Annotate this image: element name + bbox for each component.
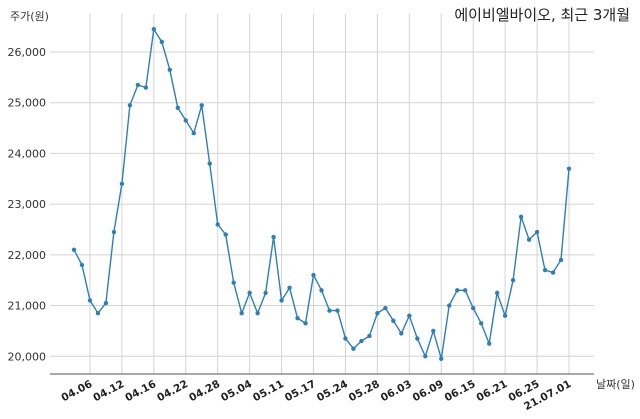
chart-title: 에이비엘바이오, 최근 3개월 xyxy=(454,6,630,24)
price-point xyxy=(335,308,340,313)
price-point xyxy=(79,262,85,268)
price-point xyxy=(367,333,372,339)
x-tick-label: 04.16 xyxy=(123,378,158,404)
price-point xyxy=(167,67,173,72)
price-point xyxy=(534,229,540,235)
price-point xyxy=(183,118,188,123)
price-point xyxy=(303,321,308,326)
price-point xyxy=(127,103,133,108)
price-point xyxy=(247,290,252,296)
y-axis-label: 주가(원) xyxy=(10,10,49,23)
x-tick-label: 04.28 xyxy=(187,378,222,404)
price-point xyxy=(399,331,404,336)
price-point xyxy=(87,298,93,303)
price-point xyxy=(327,308,332,313)
y-tick-label: 20,000 xyxy=(8,350,47,363)
y-tick-label: 21,000 xyxy=(8,300,47,313)
price-point xyxy=(271,234,276,240)
price-point xyxy=(95,310,101,316)
x-tick-label: 05.28 xyxy=(347,378,382,404)
price-point xyxy=(255,310,260,316)
price-point xyxy=(407,313,412,318)
price-point xyxy=(526,237,532,242)
price-point xyxy=(423,354,428,359)
price-point xyxy=(151,27,157,32)
price-point xyxy=(263,290,268,296)
price-point xyxy=(343,336,348,341)
price-point xyxy=(566,166,572,171)
x-tick-label: 06.21 xyxy=(475,378,510,404)
y-tick-label: 24,000 xyxy=(8,147,47,160)
price-point xyxy=(199,103,204,108)
x-tick-label: 06.15 xyxy=(443,378,478,404)
x-tick-label: 05.17 xyxy=(283,378,318,404)
price-point xyxy=(279,298,284,303)
price-point xyxy=(223,232,228,237)
price-point xyxy=(415,336,420,341)
price-point xyxy=(239,310,244,316)
price-point xyxy=(135,82,141,88)
price-point xyxy=(159,39,165,45)
x-axis-label: 날짜(일) xyxy=(596,378,635,391)
price-point xyxy=(494,290,500,296)
x-tick-label: 05.04 xyxy=(219,378,254,404)
price-point xyxy=(375,310,380,316)
price-point xyxy=(463,288,468,293)
price-point xyxy=(71,247,77,252)
y-tick-label: 22,000 xyxy=(8,249,47,262)
price-point xyxy=(215,222,220,227)
price-point xyxy=(391,318,396,323)
price-point xyxy=(191,130,196,136)
price-point xyxy=(478,321,484,326)
price-point xyxy=(550,270,556,275)
price-point xyxy=(119,181,125,187)
y-tick-label: 26,000 xyxy=(8,46,47,59)
price-point xyxy=(510,277,516,283)
price-point xyxy=(486,341,492,346)
price-point xyxy=(319,288,324,293)
price-point xyxy=(447,303,452,308)
price-point xyxy=(111,229,117,235)
x-tick-label: 04.06 xyxy=(59,378,94,404)
price-point xyxy=(439,356,444,361)
price-point xyxy=(431,328,436,334)
price-point xyxy=(359,338,364,344)
price-point xyxy=(558,257,564,263)
price-point xyxy=(231,280,236,285)
price-point xyxy=(207,161,212,166)
price-point xyxy=(287,285,292,291)
price-point xyxy=(502,313,508,318)
price-point xyxy=(455,288,460,293)
price-point xyxy=(175,105,180,111)
y-tick-label: 25,000 xyxy=(8,97,47,110)
price-line xyxy=(73,27,570,359)
x-tick-label: 06.03 xyxy=(379,378,414,404)
price-point xyxy=(103,300,109,306)
price-point xyxy=(518,214,524,220)
price-point xyxy=(383,305,388,311)
price-point xyxy=(295,316,300,321)
x-tick-label: 04.12 xyxy=(91,378,126,404)
x-tick-label: 06.09 xyxy=(411,378,446,404)
y-tick-label: 23,000 xyxy=(8,198,47,211)
price-point xyxy=(351,346,356,351)
x-tick-label: 05.24 xyxy=(315,378,350,404)
price-point xyxy=(542,267,548,273)
price-point xyxy=(143,85,149,90)
price-point xyxy=(311,272,316,278)
x-tick-label: 04.22 xyxy=(155,378,190,404)
price-point xyxy=(470,305,476,311)
x-tick-label: 05.11 xyxy=(251,378,286,404)
